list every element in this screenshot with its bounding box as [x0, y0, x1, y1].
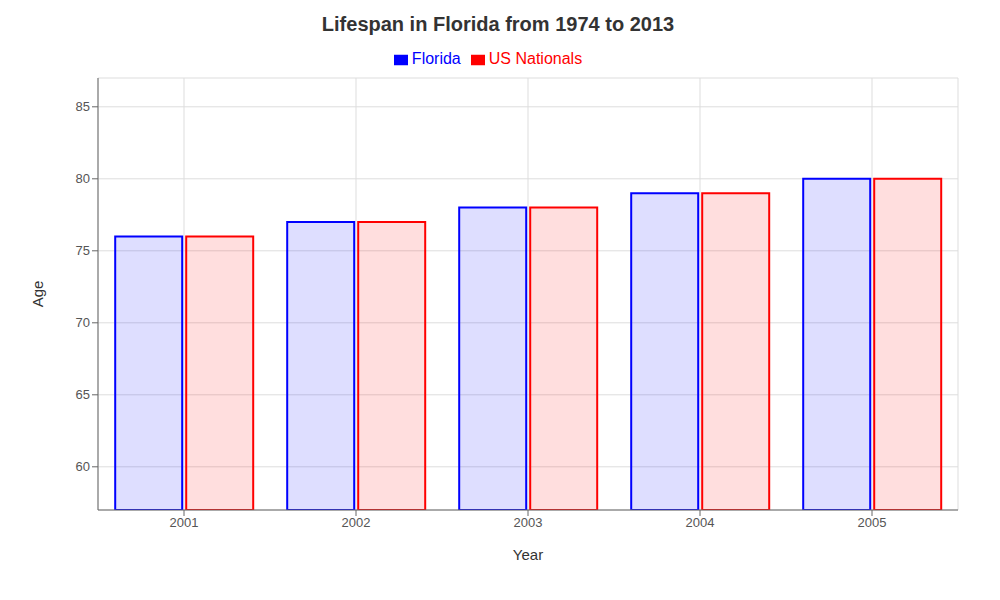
svg-text:2002: 2002 [342, 515, 371, 530]
svg-text:60: 60 [76, 459, 90, 474]
svg-text:2001: 2001 [170, 515, 199, 530]
html-text:Florida: Florida [411, 50, 461, 67]
svg-text:65: 65 [76, 387, 90, 402]
html-text:Lifespan in Florida from 1974: Lifespan in Florida from 1974 to 2013 [321, 13, 675, 35]
svg-text:85: 85 [76, 99, 90, 114]
svg-text:75: 75 [76, 243, 90, 258]
svg-text:2004: 2004 [686, 515, 715, 530]
html-text:US Nationals: US Nationals [488, 50, 583, 67]
svg-text:Age: Age [29, 281, 46, 308]
svg-text:80: 80 [76, 171, 90, 186]
svg-text:2005: 2005 [858, 515, 887, 530]
svg-text:Year: Year [513, 546, 543, 563]
svg-text:70: 70 [76, 315, 90, 330]
svg-text:2003: 2003 [514, 515, 543, 530]
